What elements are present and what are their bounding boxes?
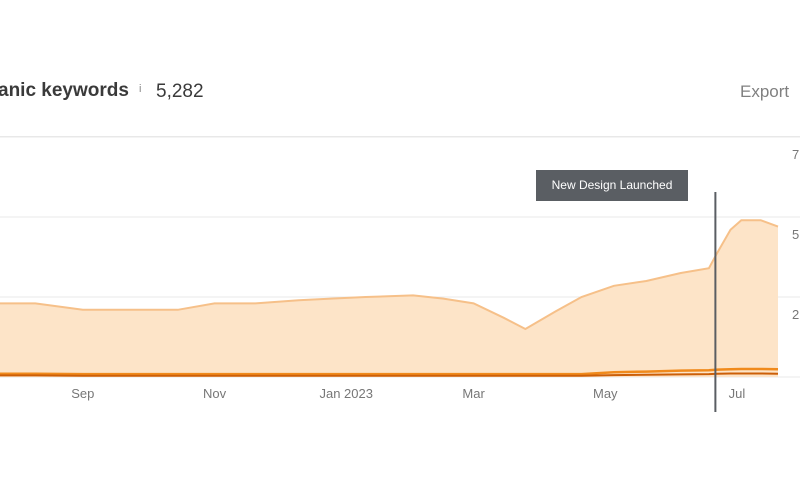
y-axis-ticks: 7 5 2 — [792, 147, 799, 322]
series-layer — [0, 219, 779, 377]
annotation-label: New Design Launched — [536, 170, 688, 201]
series-1-area — [0, 220, 778, 377]
x-tick-label: Jan 2023 — [319, 386, 373, 401]
chart-title: anic keywords — [0, 80, 129, 101]
info-icon[interactable]: i — [139, 83, 142, 95]
y-tick-label: 5 — [792, 227, 799, 242]
x-tick-label: May — [593, 386, 618, 401]
x-tick-label: Jul — [729, 386, 746, 401]
y-tick-label: 2 — [792, 307, 799, 322]
y-tick-label: 7 — [792, 147, 799, 162]
keyword-count: 5,282 — [156, 81, 204, 102]
x-tick-label: Sep — [71, 386, 94, 401]
x-axis-ticks: Sep Nov Jan 2023 Mar May Jul — [71, 386, 745, 401]
x-tick-label: Nov — [203, 386, 227, 401]
x-tick-label: Mar — [462, 386, 485, 401]
export-button[interactable]: Export — [740, 82, 790, 101]
